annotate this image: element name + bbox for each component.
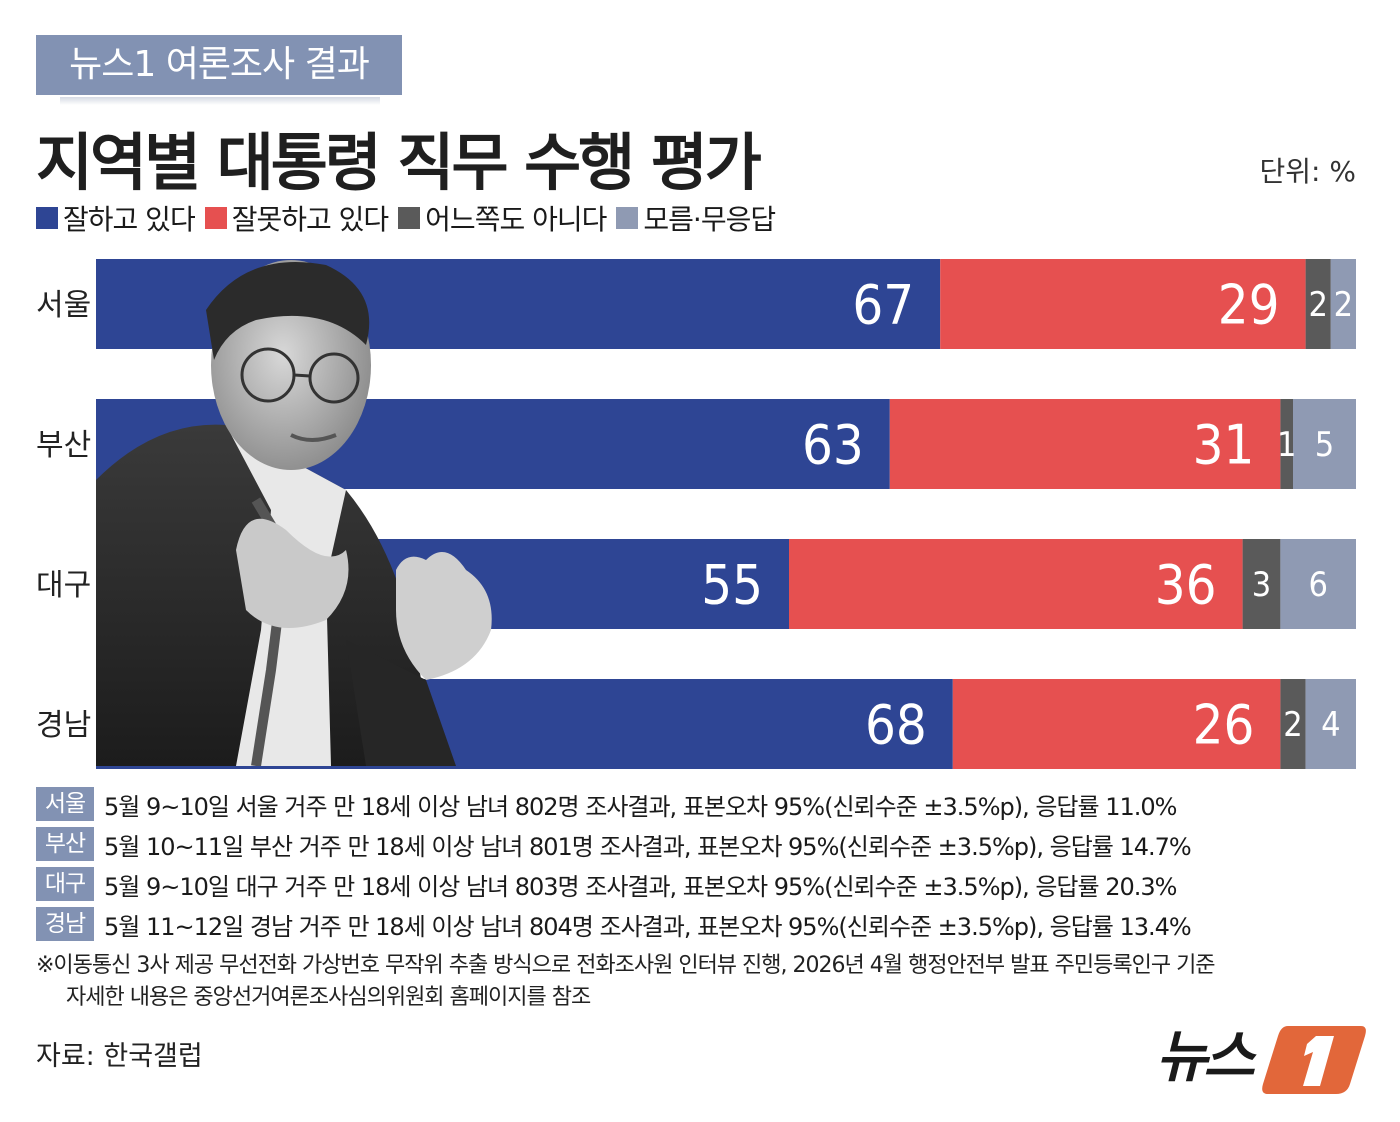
bar-segment (1305, 259, 1331, 349)
category-label: 대구 (36, 568, 91, 603)
note-region-badge: 서울 (36, 787, 94, 821)
legend-label: 어느쪽도 아니다 (425, 203, 607, 236)
unit-label: 단위: % (1259, 155, 1356, 188)
note-text: 5월 11~12일 경남 거주 만 18세 이상 남녀 804명 조사결과, 표… (104, 912, 1192, 941)
bar-segment (1280, 399, 1293, 489)
data-label: 63 (802, 413, 864, 476)
note-text: 5월 9~10일 서울 거주 만 18세 이상 남녀 802명 조사결과, 표본… (104, 792, 1177, 821)
legend-swatch (398, 207, 421, 229)
category-label: 서울 (36, 288, 91, 323)
legend-swatch (36, 207, 58, 229)
legend-item-neither: 어느쪽도 아니다 (398, 198, 607, 238)
note-region-badge: 경남 (36, 907, 94, 941)
portrait-photo (96, 260, 492, 766)
category-label: 부산 (36, 428, 91, 463)
bar-segment (1280, 679, 1306, 769)
data-label: 5 (1315, 425, 1334, 465)
data-label: 2 (1334, 285, 1353, 325)
note-region-badge: 부산 (36, 827, 94, 861)
note-text: 5월 9~10일 대구 거주 만 18세 이상 남녀 803명 조사결과, 표본… (104, 872, 1177, 901)
data-label: 3 (1252, 565, 1271, 605)
bar-segment (789, 539, 1243, 629)
legend-item-unknown: 모름·무응답 (616, 198, 776, 238)
legend-label: 잘하고 있다 (63, 203, 196, 236)
legend: 잘하고 있다 잘못하고 있다 어느쪽도 아니다 모름·무응답 (36, 198, 785, 238)
note-region-badge: 대구 (36, 867, 94, 901)
footnote-line: ※이동통신 3사 제공 무선전화 가상번호 무작위 추출 방식으로 전화조사원 … (36, 953, 1216, 978)
data-label: 31 (1193, 413, 1255, 476)
tag-shadow (60, 97, 380, 105)
news1-logo: 뉴스 (1156, 1025, 1366, 1094)
bar-segment (1242, 539, 1281, 629)
data-label: 4 (1321, 705, 1340, 745)
bar-segment (940, 259, 1306, 349)
chart-label-overlay: 67 29 2 263 31 1 555 36 3 668 26 2 4 (701, 273, 1353, 756)
bar-segment (1305, 679, 1356, 769)
bar-segment (1293, 399, 1356, 489)
data-label: 36 (1155, 553, 1217, 616)
note-row: 경남 5월 11~12일 경남 거주 만 18세 이상 남녀 804명 조사결과… (36, 904, 1376, 944)
legend-item-bad: 잘못하고 있다 (204, 198, 389, 238)
methodology-footnote: ※이동통신 3사 제공 무선전화 가상번호 무작위 추출 방식으로 전화조사원 … (36, 950, 1376, 1014)
note-row: 부산 5월 10~11일 부산 거주 만 18세 이상 남녀 801명 조사결과… (36, 824, 1376, 864)
bar-segment (952, 679, 1281, 769)
bar-segment (889, 399, 1281, 489)
data-label: 26 (1193, 693, 1255, 756)
data-label: 6 (1308, 565, 1327, 605)
survey-notes: 서울 5월 9~10일 서울 거주 만 18세 이상 남녀 802명 조사결과,… (36, 784, 1376, 944)
bar-segment (1330, 259, 1356, 349)
data-label: 67 (852, 273, 914, 336)
data-label: 2 (1283, 705, 1302, 745)
source-label: 자료: 한국갤럽 (36, 1041, 203, 1072)
note-row: 서울 5월 9~10일 서울 거주 만 18세 이상 남녀 802명 조사결과,… (36, 784, 1376, 824)
data-label: 68 (865, 693, 927, 756)
legend-item-good: 잘하고 있다 (36, 198, 196, 238)
survey-tag: 뉴스1 여론조사 결과 (36, 35, 402, 95)
note-text: 5월 10~11일 부산 거주 만 18세 이상 남녀 801명 조사결과, 표… (104, 832, 1192, 861)
bar-segment (1280, 539, 1356, 629)
legend-swatch (204, 207, 227, 229)
chart-title: 지역별 대통령 직무 수행 평가 (36, 126, 762, 199)
data-label: 2 (1308, 285, 1327, 325)
legend-label: 모름·무응답 (643, 203, 776, 236)
note-row: 대구 5월 9~10일 대구 거주 만 18세 이상 남녀 803명 조사결과,… (36, 864, 1376, 904)
legend-label: 잘못하고 있다 (231, 203, 389, 236)
category-label: 경남 (36, 708, 91, 743)
legend-swatch (616, 207, 639, 229)
data-label: 29 (1218, 273, 1280, 336)
data-label: 1 (1277, 425, 1296, 465)
footnote-line: 자세한 내용은 중앙선거여론조사심의위원회 홈페이지를 참조 (66, 985, 591, 1010)
svg-text:뉴스: 뉴스 (1156, 1025, 1258, 1090)
data-label: 55 (701, 553, 763, 616)
